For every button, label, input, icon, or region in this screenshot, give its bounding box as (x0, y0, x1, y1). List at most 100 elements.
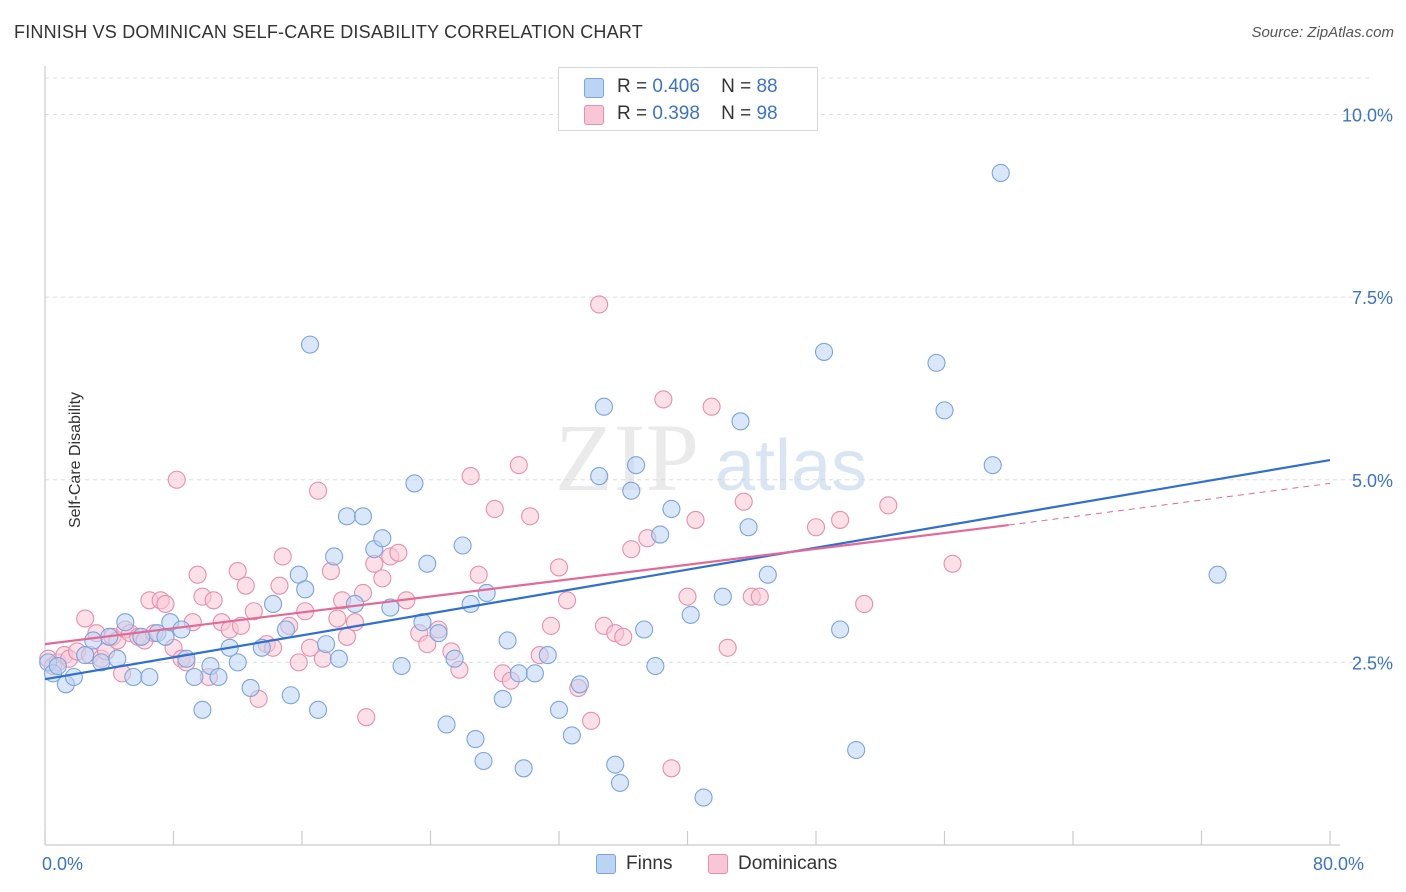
y-tick-label: 10.0% (1342, 106, 1393, 126)
series-label-dominicans: Dominicans (738, 853, 838, 874)
dominicans-point (549, 558, 569, 577)
y-tick-label: 7.5% (1352, 288, 1393, 308)
dominicans-point (236, 576, 255, 595)
dominicans-point (509, 456, 528, 475)
legend: R = 0.406 N = 88 R = 0.398 N = 98 (558, 67, 818, 131)
finns-point (108, 649, 127, 668)
dominicans-point (702, 397, 721, 416)
finns-point (814, 342, 834, 361)
dominicans-point (167, 470, 186, 489)
finns-point (296, 580, 315, 599)
dominicans-point (76, 609, 95, 628)
dominicans-point (590, 295, 609, 314)
dominicans-point (855, 594, 874, 613)
finns-points (39, 163, 1227, 807)
dominicans-point (734, 492, 753, 511)
legend-n-value: 88 (756, 76, 778, 97)
finns-point (983, 456, 1002, 475)
finns-point (48, 656, 67, 676)
dominicans-point (389, 543, 408, 562)
finns-point (437, 715, 456, 734)
dominicans-trend-line (44, 523, 1009, 646)
finns-point (1208, 565, 1227, 584)
dominicans-trend-extension (1008, 482, 1331, 526)
chart-title: FINNISH VS DOMINICAN SELF-CARE DISABILIT… (14, 22, 643, 42)
finns-point (477, 583, 496, 603)
legend-text-dominicans: R = 0.398 N = 98 (617, 101, 778, 127)
finns-point (76, 646, 95, 665)
legend-n-label: N = (721, 76, 752, 97)
legend-n-value: 98 (756, 103, 778, 124)
dominicans-point (686, 510, 705, 529)
finns-point (373, 529, 392, 548)
legend-text-finns: R = 0.406 N = 88 (617, 74, 778, 100)
finns-point (847, 740, 866, 760)
dominicans-point (485, 499, 504, 519)
finns-point (606, 755, 625, 774)
finns-point (758, 565, 777, 584)
finns-point (264, 594, 283, 613)
dominicans-point (879, 496, 898, 515)
finns-point (418, 554, 437, 573)
dominicans-point (156, 594, 175, 613)
finns-point (635, 620, 654, 639)
finns-point (140, 667, 159, 687)
dominicans-point (541, 616, 561, 635)
finns-point (241, 678, 260, 697)
finns-point (509, 664, 528, 683)
dominicans-point (270, 576, 289, 595)
finns-point (681, 605, 700, 624)
watermark: ZIP atlas (555, 404, 867, 511)
dominicans-point (557, 591, 577, 610)
dominicans-point (622, 540, 641, 559)
finns-point (177, 649, 196, 668)
finns-point (209, 667, 228, 687)
finns-point (381, 598, 400, 617)
finns-point (474, 751, 493, 771)
finns-point (594, 397, 614, 416)
dominicans-point (321, 562, 340, 581)
source-label: Source: ZipAtlas.com (1251, 24, 1394, 41)
finns-point (646, 656, 665, 676)
finns-point (116, 613, 135, 632)
series-swatch-finns (596, 854, 616, 874)
dominicans-point (521, 507, 540, 526)
x-tick-label: 0.0% (42, 854, 83, 874)
finns-point (514, 759, 533, 778)
finns-point (610, 773, 630, 792)
tick-labels: 2.5% 5.0% 7.5% 10.0% 0.0% 80.0% (42, 106, 1393, 874)
dominicans-point (678, 587, 697, 606)
finns-point (345, 594, 365, 613)
finns-point (549, 700, 569, 719)
dominicans-point (418, 635, 437, 654)
dominicans-point (313, 649, 332, 668)
finns-point (627, 456, 646, 475)
axes (44, 66, 1340, 846)
finns-point (622, 481, 641, 500)
finns-point (193, 700, 212, 719)
finns-point (276, 620, 295, 639)
dominicans-point (188, 565, 207, 584)
finns-point (84, 631, 103, 650)
series-label-finns: Finns (626, 853, 673, 874)
finns-point (538, 646, 557, 665)
finns-point (325, 547, 344, 566)
dominicans-point (244, 602, 263, 621)
finns-point (124, 667, 143, 687)
dominicans-point (582, 711, 601, 730)
dominicans-point (831, 510, 850, 529)
finns-point (329, 649, 348, 668)
dominicans-point (750, 587, 769, 606)
finns-point (64, 667, 83, 687)
dominicans-point (204, 591, 223, 610)
finns-point (300, 335, 320, 354)
legend-swatch-finns (584, 78, 604, 98)
finns-point (185, 667, 204, 687)
gridlines (45, 77, 1370, 663)
finns-point (353, 507, 373, 526)
finns-point (429, 624, 448, 643)
finns-point (590, 467, 609, 486)
finns-point (228, 653, 247, 672)
finns-point (461, 594, 480, 613)
dominicans-point (943, 554, 962, 573)
